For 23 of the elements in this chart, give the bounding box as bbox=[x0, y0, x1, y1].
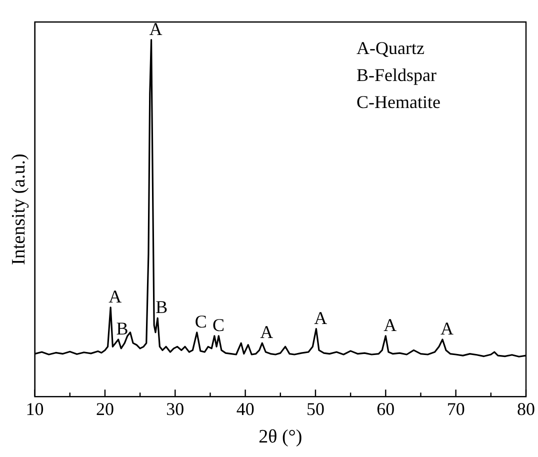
annotation: B bbox=[156, 297, 168, 318]
x-tick-label: 20 bbox=[96, 399, 114, 420]
annotation: C bbox=[194, 311, 207, 332]
annotation: A bbox=[108, 286, 122, 306]
y-axis-title: Intensity (a.u.) bbox=[8, 154, 30, 265]
annotation: A-Quartz bbox=[356, 38, 425, 58]
annotation: A bbox=[384, 314, 397, 335]
annotation: C-Hematite bbox=[356, 92, 441, 112]
x-tick-label: 40 bbox=[236, 399, 254, 420]
x-tick-label: 60 bbox=[376, 399, 395, 420]
annotation: B-Feldspar bbox=[356, 65, 437, 85]
annotation: A bbox=[260, 322, 274, 342]
x-tick-label: 50 bbox=[306, 399, 324, 420]
annotation: C bbox=[212, 314, 224, 335]
x-tick-label: 10 bbox=[26, 399, 44, 420]
x-tick-label: 70 bbox=[446, 399, 465, 420]
annotation: A bbox=[440, 318, 454, 339]
x-axis-title: 2θ (°) bbox=[258, 426, 302, 448]
annotation: A bbox=[149, 18, 162, 39]
x-tick-label: 80 bbox=[517, 399, 535, 420]
x-tick-label: 30 bbox=[166, 399, 184, 420]
annotation: A bbox=[314, 308, 328, 328]
annotation: B bbox=[116, 318, 128, 339]
